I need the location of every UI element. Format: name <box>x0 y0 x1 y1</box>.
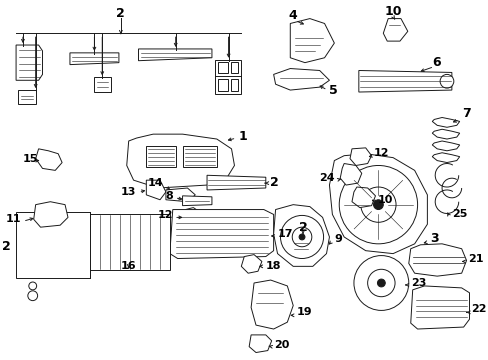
Text: 11: 11 <box>5 214 21 224</box>
Bar <box>182 146 216 167</box>
Polygon shape <box>349 148 371 166</box>
Text: 8: 8 <box>164 191 172 201</box>
Polygon shape <box>273 68 329 90</box>
Bar <box>217 62 227 73</box>
Polygon shape <box>169 210 273 258</box>
Polygon shape <box>408 244 466 276</box>
Circle shape <box>353 256 408 310</box>
Circle shape <box>339 166 417 244</box>
Polygon shape <box>358 71 451 92</box>
Text: 1: 1 <box>238 130 246 143</box>
Text: 15: 15 <box>23 154 38 164</box>
Polygon shape <box>138 49 211 61</box>
Polygon shape <box>290 19 334 63</box>
Text: 23: 23 <box>410 278 425 288</box>
Bar <box>16 212 89 278</box>
Polygon shape <box>431 153 459 163</box>
Polygon shape <box>431 141 459 151</box>
Polygon shape <box>182 196 211 206</box>
Polygon shape <box>251 280 293 329</box>
Circle shape <box>292 227 311 247</box>
Text: 2: 2 <box>298 221 307 234</box>
Polygon shape <box>329 154 427 253</box>
Polygon shape <box>34 202 68 227</box>
Polygon shape <box>351 187 375 208</box>
Text: 22: 22 <box>470 305 486 314</box>
Text: 6: 6 <box>431 56 440 69</box>
Circle shape <box>29 282 37 290</box>
Text: 17: 17 <box>277 229 292 239</box>
Polygon shape <box>94 77 111 92</box>
Circle shape <box>367 269 394 297</box>
Polygon shape <box>214 60 241 94</box>
Polygon shape <box>206 175 265 190</box>
Polygon shape <box>383 19 407 41</box>
Text: 18: 18 <box>265 261 281 271</box>
Text: 20: 20 <box>273 340 288 350</box>
Text: 14: 14 <box>147 178 163 188</box>
Bar <box>146 146 175 167</box>
Circle shape <box>360 187 395 222</box>
Bar <box>217 79 227 91</box>
Text: 25: 25 <box>451 210 466 220</box>
Text: 2: 2 <box>269 176 278 189</box>
Text: 12: 12 <box>157 211 172 220</box>
Text: 2: 2 <box>2 240 11 253</box>
Polygon shape <box>431 117 459 127</box>
Text: 19: 19 <box>297 307 312 318</box>
Text: 3: 3 <box>429 233 438 246</box>
Polygon shape <box>241 255 262 273</box>
Text: 12: 12 <box>373 148 388 158</box>
Bar <box>89 215 169 270</box>
Text: 24: 24 <box>318 173 334 183</box>
Polygon shape <box>16 45 42 80</box>
Text: 7: 7 <box>461 107 469 120</box>
Circle shape <box>377 279 385 287</box>
Text: 9: 9 <box>334 234 342 244</box>
Circle shape <box>439 75 453 88</box>
Circle shape <box>28 291 38 301</box>
Polygon shape <box>249 335 271 352</box>
Polygon shape <box>18 90 36 104</box>
Polygon shape <box>126 134 234 188</box>
Circle shape <box>373 200 383 210</box>
Polygon shape <box>70 53 119 64</box>
Text: 10: 10 <box>377 195 392 205</box>
Bar <box>290 237 311 258</box>
Polygon shape <box>165 188 195 202</box>
Text: 4: 4 <box>288 9 297 22</box>
Polygon shape <box>431 129 459 139</box>
Polygon shape <box>340 163 361 185</box>
Polygon shape <box>410 286 468 329</box>
Polygon shape <box>36 149 62 170</box>
Circle shape <box>299 234 305 240</box>
Polygon shape <box>146 180 165 200</box>
Text: 5: 5 <box>329 84 338 96</box>
Polygon shape <box>273 204 329 266</box>
Text: 16: 16 <box>121 261 136 271</box>
Bar <box>230 79 238 91</box>
Text: 2: 2 <box>116 7 125 20</box>
Polygon shape <box>183 208 199 225</box>
Text: 21: 21 <box>468 253 483 264</box>
Text: 10: 10 <box>384 5 401 18</box>
Text: 13: 13 <box>121 187 136 197</box>
Circle shape <box>280 215 323 258</box>
Bar <box>230 62 238 73</box>
